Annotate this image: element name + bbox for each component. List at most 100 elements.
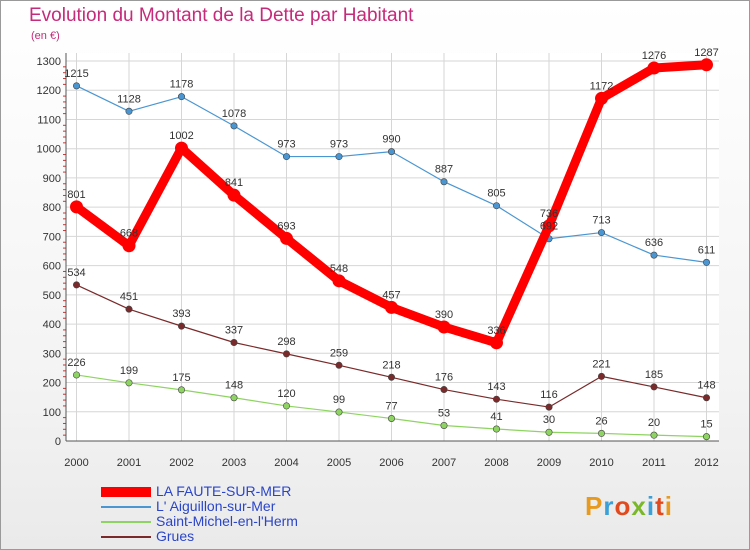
- y-tick-label: 100: [43, 407, 61, 419]
- data-label: 841: [225, 177, 243, 189]
- data-label: 1178: [170, 79, 194, 91]
- data-label: 120: [277, 388, 295, 400]
- data-point: [230, 394, 238, 402]
- data-point: [545, 428, 553, 436]
- data-label: 805: [487, 188, 505, 200]
- y-tick-label: 400: [43, 319, 61, 331]
- data-point: [597, 429, 605, 437]
- legend-label: LA FAUTE-SUR-MER: [156, 483, 292, 499]
- data-label: 99: [333, 394, 345, 406]
- data-label: 20: [648, 417, 660, 429]
- data-point: [73, 281, 81, 289]
- data-label: 1172: [590, 80, 614, 92]
- data-point: [440, 422, 448, 430]
- data-point: [440, 386, 448, 394]
- data-label: 226: [67, 357, 85, 369]
- data-point: [702, 394, 710, 402]
- data-point: [650, 383, 658, 391]
- legend-swatch: [101, 521, 151, 523]
- data-label: 548: [330, 263, 348, 275]
- data-label: 611: [698, 244, 716, 256]
- data-point: [227, 188, 241, 202]
- data-label: 973: [277, 139, 295, 151]
- data-label: 693: [277, 220, 295, 232]
- data-label: 736: [540, 208, 558, 220]
- data-label: 41: [490, 411, 502, 423]
- x-tick-label: 2011: [642, 457, 666, 469]
- data-label: 1215: [64, 68, 88, 80]
- y-tick-label: 1100: [37, 114, 61, 126]
- data-label: 713: [592, 215, 610, 227]
- data-point: [647, 61, 661, 75]
- data-label: 15: [700, 419, 712, 431]
- logo-letter: P: [585, 491, 604, 521]
- data-point: [125, 379, 133, 387]
- data-point: [178, 386, 186, 394]
- y-tick-label: 1300: [37, 56, 61, 68]
- data-label: 199: [120, 365, 138, 377]
- logo-letter: r: [603, 491, 615, 521]
- data-label: 390: [435, 309, 453, 321]
- data-label: 175: [172, 372, 190, 384]
- data-point: [700, 58, 713, 72]
- data-point: [492, 425, 500, 433]
- data-label: 221: [592, 358, 610, 370]
- data-point: [542, 219, 556, 233]
- x-tick-label: 2010: [589, 457, 613, 469]
- data-label: 336: [487, 325, 505, 337]
- data-point: [125, 305, 133, 313]
- data-label: 534: [67, 267, 85, 279]
- chart-title: Evolution du Montant de la Dette par Hab…: [29, 5, 414, 26]
- x-tick-label: 2009: [537, 457, 561, 469]
- data-label: 298: [277, 336, 295, 348]
- data-label: 393: [172, 308, 190, 320]
- x-tick-label: 2006: [379, 457, 403, 469]
- legend-label: Grues: [156, 528, 195, 544]
- data-label: 801: [67, 189, 85, 201]
- data-point: [490, 336, 503, 350]
- data-label: 53: [438, 408, 450, 420]
- y-tick-label: 700: [43, 231, 61, 243]
- x-tick-label: 2007: [432, 457, 456, 469]
- data-point: [650, 251, 658, 259]
- data-label: 1002: [169, 130, 193, 142]
- y-tick-label: 300: [43, 348, 61, 360]
- data-point: [73, 82, 81, 90]
- data-label: 1128: [117, 93, 141, 105]
- data-label: 636: [645, 237, 663, 249]
- data-label: 148: [225, 380, 243, 392]
- data-label: 30: [543, 414, 555, 426]
- data-label: 990: [382, 134, 400, 146]
- data-point: [230, 122, 238, 130]
- data-point: [70, 200, 83, 214]
- y-tick-label: 1200: [37, 85, 61, 97]
- data-point: [178, 93, 186, 101]
- data-point: [702, 258, 710, 266]
- data-label: 77: [385, 400, 397, 412]
- data-point: [335, 153, 343, 161]
- legend-label: Saint-Michel-en-l'Herm: [156, 513, 298, 529]
- data-point: [178, 322, 186, 330]
- data-point: [73, 371, 81, 379]
- legend-label: L' Aiguillon-sur-Mer: [156, 498, 276, 514]
- data-label: 692: [540, 221, 558, 233]
- data-point: [282, 153, 290, 161]
- y-tick-label: 500: [43, 290, 61, 302]
- data-point: [650, 431, 658, 439]
- y-tick-label: 800: [43, 202, 61, 214]
- x-tick-label: 2004: [274, 457, 298, 469]
- data-point: [175, 141, 188, 155]
- data-point: [545, 403, 553, 411]
- data-point: [282, 350, 290, 358]
- data-label: 337: [225, 324, 243, 336]
- data-label: 143: [487, 381, 505, 393]
- data-label: 451: [120, 291, 138, 303]
- logo-letter: t: [655, 491, 665, 521]
- data-point: [597, 229, 605, 237]
- data-label: 185: [645, 369, 663, 381]
- data-point: [335, 361, 343, 369]
- x-tick-label: 2001: [117, 457, 141, 469]
- data-label: 176: [435, 372, 453, 384]
- x-tick-label: 2002: [169, 457, 193, 469]
- y-unit-label: (en €): [31, 30, 60, 42]
